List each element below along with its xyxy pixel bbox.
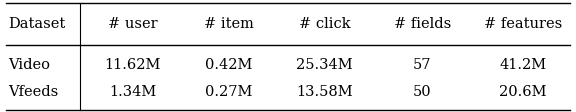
Text: 41.2M: 41.2M	[499, 58, 547, 72]
Text: # features: # features	[484, 16, 562, 30]
Text: 20.6M: 20.6M	[499, 85, 547, 99]
Text: 1.34M: 1.34M	[109, 85, 157, 99]
Text: 50: 50	[413, 85, 432, 99]
Text: Dataset: Dataset	[9, 16, 66, 30]
Text: Vfeeds: Vfeeds	[9, 85, 59, 99]
Text: 0.42M: 0.42M	[205, 58, 252, 72]
Text: # user: # user	[108, 16, 158, 30]
Text: # fields: # fields	[394, 16, 451, 30]
Text: # item: # item	[204, 16, 254, 30]
Text: 13.58M: 13.58M	[297, 85, 353, 99]
Text: # click: # click	[299, 16, 351, 30]
Text: Video: Video	[9, 58, 51, 72]
Text: 11.62M: 11.62M	[105, 58, 161, 72]
Text: 25.34M: 25.34M	[297, 58, 353, 72]
Text: 0.27M: 0.27M	[205, 85, 252, 99]
Text: 57: 57	[413, 58, 431, 72]
